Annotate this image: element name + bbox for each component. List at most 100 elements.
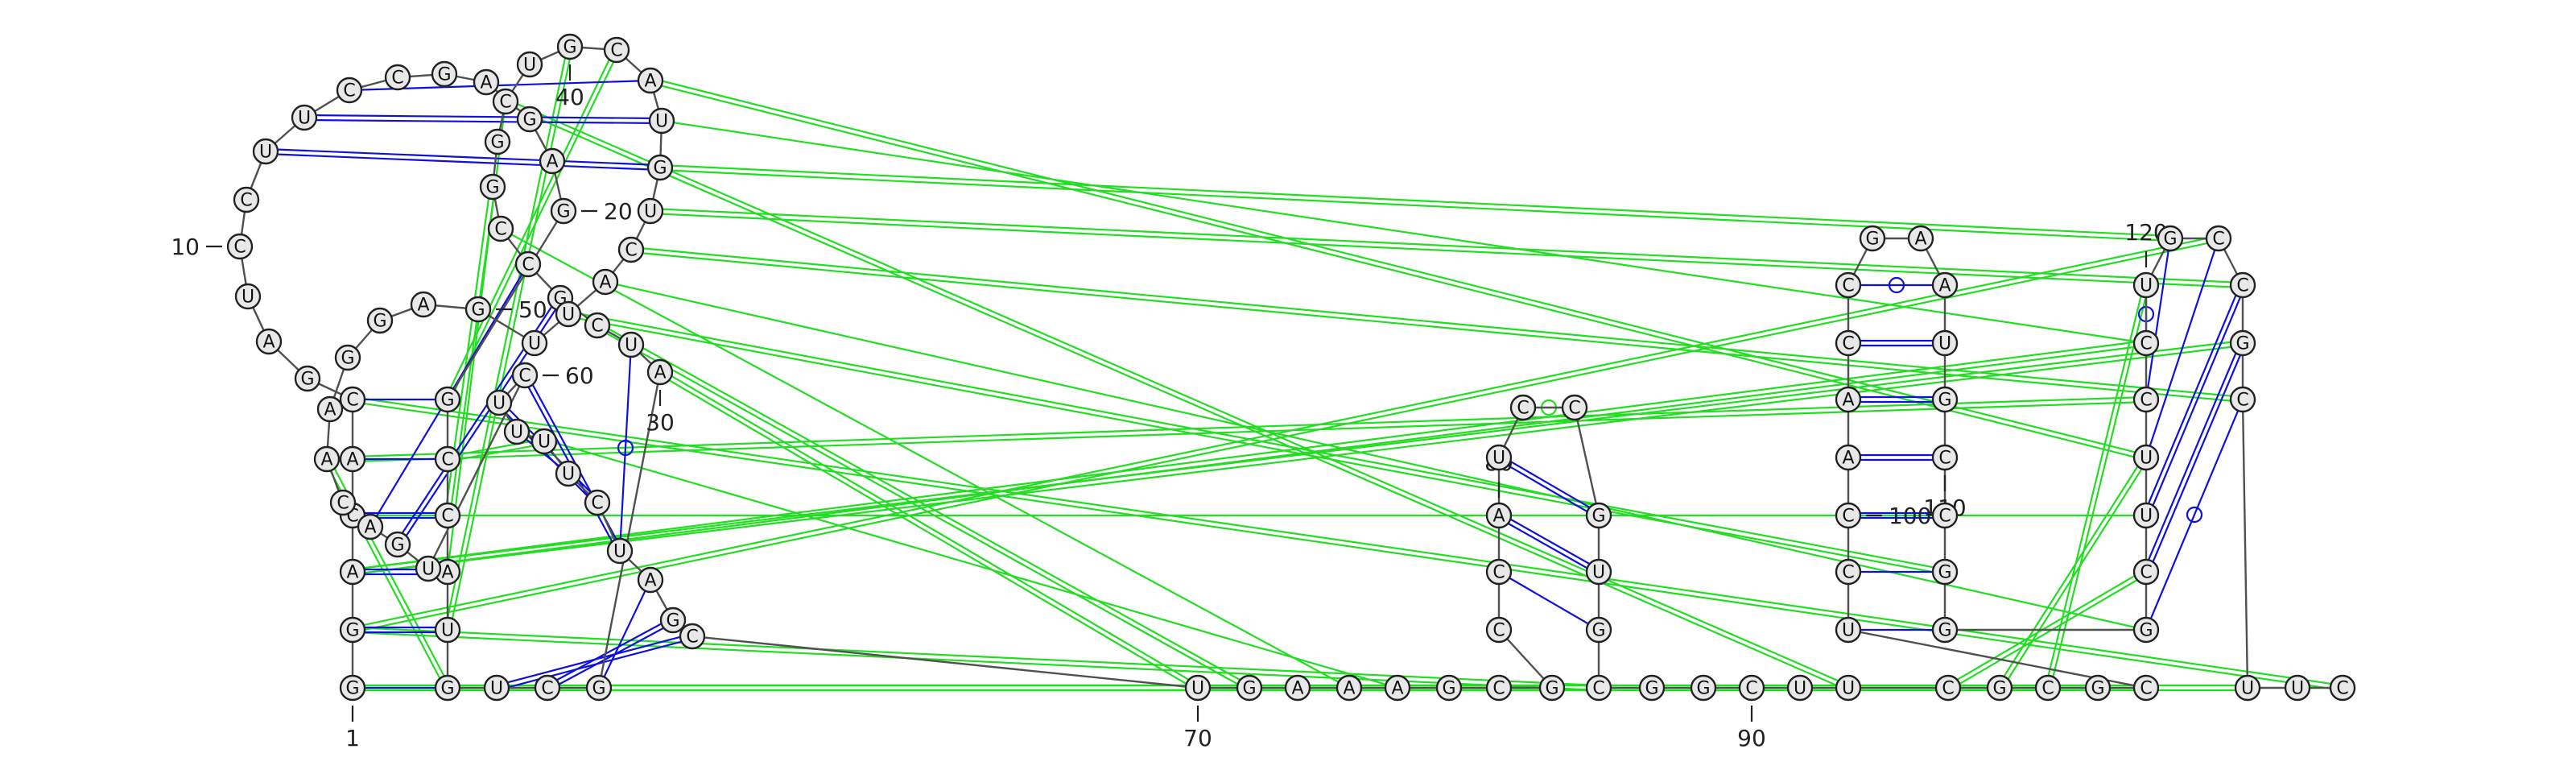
nucleotide-letter: C xyxy=(1938,449,1951,469)
nucleotide-letter: A xyxy=(1938,276,1951,296)
position-label-50: 50 xyxy=(518,296,547,323)
nucleotide-42: A xyxy=(637,67,664,94)
nucleotide-letter: U xyxy=(1191,679,1204,699)
nucleotide-letter: G xyxy=(2163,230,2177,250)
nucleotide-letter: A xyxy=(320,450,332,470)
nucleotide-letter: A xyxy=(262,333,275,353)
nucleotide-26: G xyxy=(434,674,461,702)
nucleotide-30: A xyxy=(646,358,674,386)
nucleotide-letter: C xyxy=(2041,679,2054,699)
nucleotide-letter: G xyxy=(1865,230,1879,250)
nucleotide-48: U xyxy=(555,300,582,328)
nucleotide-letter: G xyxy=(1591,507,1605,527)
nucleotide-18: G xyxy=(516,106,543,133)
nucleotide-63: U xyxy=(530,428,558,455)
nucleotide-letter: C xyxy=(1745,679,1757,699)
nucleotide-54: A xyxy=(316,395,344,423)
tertiary-interaction-line xyxy=(448,442,545,463)
nucleotide-76: C xyxy=(1485,674,1513,702)
nucleotide-46: C xyxy=(617,236,645,263)
nucleotide-letter: C xyxy=(240,191,252,211)
nucleotide-57: A xyxy=(357,513,384,540)
nucleotide-43: U xyxy=(648,107,675,135)
nucleotide-44: G xyxy=(646,154,674,181)
nucleotide-93: C xyxy=(1934,674,1962,702)
tertiary-interaction-line xyxy=(1948,573,2149,691)
nucleotide-letter: U xyxy=(1592,563,1605,583)
tertiary-interaction-line xyxy=(649,81,2146,461)
nucleotide-letter: U xyxy=(2140,507,2153,527)
nucleotide-letter: G xyxy=(556,202,570,222)
nucleotide-letter: G xyxy=(1442,679,1455,699)
nucleotide-108: U xyxy=(1931,329,1959,357)
nucleotide-letter: C xyxy=(2336,679,2348,699)
nucleotide-letter: A xyxy=(1842,449,1854,469)
base-pair-line xyxy=(303,118,662,125)
nucleotide-12: U xyxy=(252,138,279,165)
nucleotide-20: G xyxy=(550,197,577,225)
nucleotide-letter: A xyxy=(599,273,611,293)
nucleotide-letter: C xyxy=(336,494,349,514)
nucleotide-letter: C xyxy=(1492,621,1505,641)
nucleotide-letter: A xyxy=(1391,679,1403,699)
nucleotide-letter: C xyxy=(346,391,358,411)
nucleotide-60: C xyxy=(511,362,539,389)
nucleotide-80: A xyxy=(1485,502,1513,529)
nucleotide-letter: U xyxy=(1842,679,1855,699)
nucleotide-letter: G xyxy=(390,536,404,556)
tertiary-interaction-line xyxy=(448,47,574,631)
nucleotide-letter: U xyxy=(538,433,551,453)
nucleotide-95: C xyxy=(2034,674,2062,702)
nucleotide-letter: A xyxy=(346,450,358,470)
nucleotide-letter: C xyxy=(343,81,355,101)
position-label-40: 40 xyxy=(555,84,584,110)
nucleotide-23: C xyxy=(434,502,461,529)
nucleotide-123: C xyxy=(2229,271,2256,299)
wobble-pair-mark xyxy=(1888,276,1905,294)
nucleotide-letter: U xyxy=(523,56,536,76)
tertiary-interaction-line xyxy=(448,50,620,401)
nucleotide-letter: U xyxy=(655,112,668,132)
nucleotide-25: U xyxy=(434,616,461,644)
base-pair-line xyxy=(1499,512,1601,571)
tertiary-interaction-line xyxy=(353,626,1600,687)
nucleotide-letter: A xyxy=(1291,679,1303,699)
nucleotide-88: G xyxy=(1638,674,1666,702)
nucleotide-letter: G xyxy=(1938,563,1951,583)
nucleotide-107: A xyxy=(1931,271,1959,299)
nucleotide-34: C xyxy=(514,250,542,278)
nucleotide-5: A xyxy=(339,445,366,473)
backbone-segment xyxy=(1498,629,1553,689)
nucleotide-letter: A xyxy=(546,152,558,172)
nucleotide-124: G xyxy=(2229,329,2256,357)
nucleotide-letter: A xyxy=(1492,507,1505,527)
nucleotide-letter: G xyxy=(2091,679,2104,699)
nucleotide-31: U xyxy=(617,331,645,358)
tertiary-interaction-line xyxy=(568,310,1946,571)
nucleotide-72: A xyxy=(1284,674,1311,702)
nucleotide-114: G xyxy=(2132,616,2160,644)
nucleotide-116: U xyxy=(2132,502,2160,529)
nucleotide-121: G xyxy=(2157,225,2184,252)
nucleotide-83: C xyxy=(1561,394,1588,421)
nucleotide-102: A xyxy=(1835,386,1862,413)
nucleotide-letter: G xyxy=(666,611,679,631)
backbone-segment xyxy=(1573,407,1600,516)
nucleotide-letter: G xyxy=(485,178,499,198)
nucleotide-letter: A xyxy=(654,363,666,383)
nucleotide-68: G xyxy=(659,606,687,634)
nucleotide-103: C xyxy=(1835,329,1862,357)
nucleotide-letter: U xyxy=(613,542,626,562)
base-pair-line xyxy=(546,617,673,687)
nucleotide-14: C xyxy=(336,77,363,104)
nucleotide-letter: C xyxy=(441,507,453,527)
nucleotide-letter: U xyxy=(1492,449,1505,469)
nucleotide-letter: C xyxy=(541,679,553,699)
position-label-100: 100 xyxy=(1889,503,1931,529)
position-label-70: 70 xyxy=(1183,725,1212,751)
nucleotide-51: A xyxy=(410,291,437,318)
nucleotide-82: C xyxy=(1509,394,1537,421)
position-label-90: 90 xyxy=(1737,725,1766,751)
nucleotide-letter: G xyxy=(2235,334,2249,354)
nucleotide-47: A xyxy=(592,268,619,296)
